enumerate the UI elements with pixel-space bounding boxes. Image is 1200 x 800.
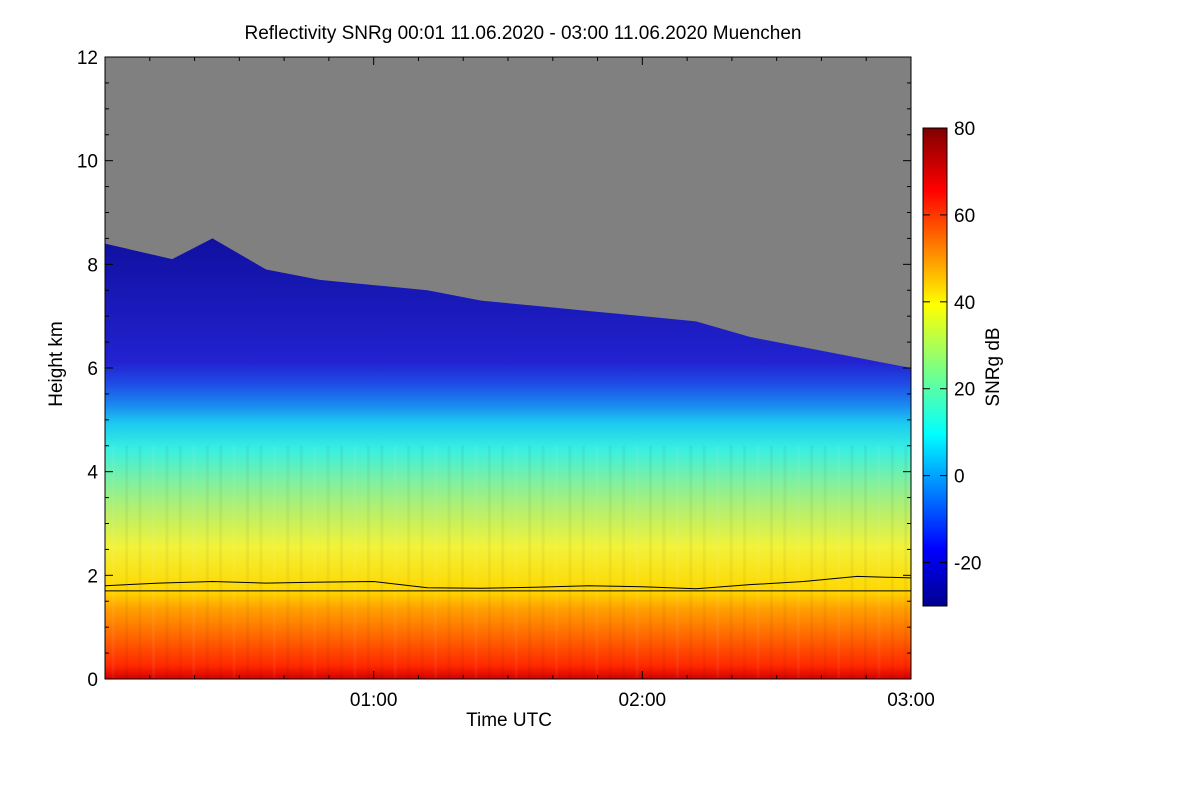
texture-streak: [380, 445, 384, 679]
texture-streak: [729, 445, 733, 679]
y-axis: 0 2 4 6 8 10 12: [77, 48, 911, 691]
texture-streak: [689, 445, 693, 679]
x-tick-label: 02:00: [619, 690, 667, 711]
texture-streak: [514, 445, 518, 679]
texture-streak: [111, 445, 115, 679]
x-axis-label: Time UTC: [466, 710, 552, 731]
x-axis: 01:00 02:00 03:00: [104, 57, 935, 711]
texture-streak: [407, 445, 411, 679]
texture-streak: [608, 445, 612, 679]
texture-streak: [447, 445, 451, 679]
colorbar-tick-label: 40: [954, 293, 975, 314]
texture-streak: [581, 445, 585, 679]
texture-streak: [125, 445, 129, 679]
y-tick-label: 2: [87, 566, 98, 587]
texture-streak: [810, 445, 814, 679]
texture-streak: [286, 445, 290, 679]
texture-streak: [595, 445, 599, 679]
colorbar-label: SNRg dB: [983, 327, 1004, 406]
plot-area: [105, 57, 911, 679]
y-tick-label: 12: [77, 48, 98, 69]
texture-streak: [743, 445, 747, 679]
colorbar-tick-label: -20: [954, 554, 981, 575]
texture-streak: [474, 445, 478, 679]
texture-streak: [353, 445, 357, 679]
texture-streak: [460, 445, 464, 679]
texture-streak: [823, 445, 827, 679]
x-tick-label: 03:00: [887, 690, 935, 711]
texture-streak: [219, 445, 223, 679]
x-tick-label: 01:00: [350, 690, 398, 711]
texture-streak: [366, 445, 370, 679]
texture-streak: [246, 445, 250, 679]
colorbar-ticks: -20 0 20 40 60 80: [923, 119, 981, 575]
texture-streak: [863, 445, 867, 679]
y-axis-label: Height km: [46, 321, 67, 407]
texture-streak: [192, 445, 196, 679]
texture-streak: [877, 445, 881, 679]
texture-streak: [178, 445, 182, 679]
mixing-layer-line: [105, 575, 911, 590]
texture-streak: [152, 445, 156, 679]
texture-streak: [501, 445, 505, 679]
texture-streak: [890, 445, 894, 679]
y-tick-label: 4: [87, 463, 98, 484]
texture-streak: [205, 445, 209, 679]
texture-streak: [635, 445, 639, 679]
texture-streak: [850, 445, 854, 679]
texture-streak: [622, 445, 626, 679]
texture-streak: [837, 445, 841, 679]
colorbar-tick-label: 80: [954, 119, 975, 140]
chart-title: Reflectivity SNRg 00:01 11.06.2020 - 03:…: [244, 23, 801, 44]
texture-streak: [675, 445, 679, 679]
texture-streak: [716, 445, 720, 679]
texture-streak: [702, 445, 706, 679]
texture-streak: [904, 445, 908, 679]
texture-streak: [434, 445, 438, 679]
texture-streak: [393, 445, 397, 679]
y-tick-label: 0: [87, 670, 98, 691]
texture-streak: [165, 445, 169, 679]
texture-streak: [783, 445, 787, 679]
colorbar: [922, 127, 948, 607]
colorbar-tick-label: 0: [954, 467, 965, 488]
texture-streak: [541, 445, 545, 679]
texture-streak: [756, 445, 760, 679]
texture-streaks: [111, 445, 908, 679]
y-tick-label: 6: [87, 359, 98, 380]
texture-streak: [662, 445, 666, 679]
texture-streak: [313, 445, 317, 679]
texture-streak: [796, 445, 800, 679]
texture-streak: [528, 445, 532, 679]
texture-streak: [487, 445, 491, 679]
texture-streak: [649, 445, 653, 679]
texture-streak: [326, 445, 330, 679]
texture-streak: [420, 445, 424, 679]
y-tick-label: 8: [87, 255, 98, 276]
colorbar-tick-label: 60: [954, 206, 975, 227]
texture-streak: [232, 445, 236, 679]
texture-streak: [259, 445, 263, 679]
signal-region: [105, 238, 911, 679]
texture-streak: [272, 445, 276, 679]
colorbar-tick-label: 20: [954, 380, 975, 401]
y-tick-label: 10: [77, 152, 98, 173]
texture-streak: [340, 445, 344, 679]
texture-streak: [555, 445, 559, 679]
texture-streak: [299, 445, 303, 679]
texture-streak: [769, 445, 773, 679]
texture-streak: [568, 445, 572, 679]
texture-streak: [138, 445, 142, 679]
